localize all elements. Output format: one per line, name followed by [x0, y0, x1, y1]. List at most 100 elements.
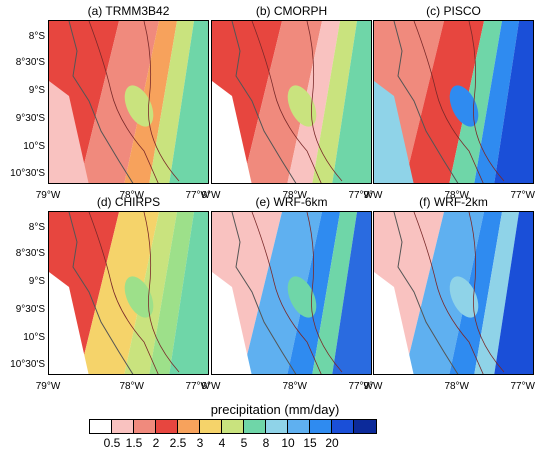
y-tick-label: 10°S	[23, 141, 45, 152]
coastline	[231, 212, 297, 374]
precip-band	[449, 21, 502, 183]
x-tick-label: 9°W	[363, 190, 383, 201]
valley-feature	[124, 276, 154, 318]
precip-band	[169, 212, 208, 374]
map-panel: (d) CHIRPS 8°S 8°30'S 9°S 9°30'S 10°S 10°30'S 7…	[10, 195, 210, 392]
map-frame	[373, 20, 534, 184]
colorbar	[89, 419, 377, 434]
panel-title: (f) WRF-2km	[419, 195, 488, 209]
precip-band	[149, 21, 194, 183]
map-panel: (b) CMORPH 9°W 78°W 77°W	[202, 4, 374, 201]
colorbar-label: 15	[303, 436, 317, 450]
precip-band	[449, 212, 502, 374]
coastal-zone	[49, 272, 89, 374]
valley-feature	[449, 85, 479, 127]
coastline	[231, 21, 297, 183]
x-tick-label: 79°W	[35, 381, 61, 392]
map-panel: (c) PISCO 9°W 78°W 77°W	[364, 4, 536, 201]
colorbar-label: 2	[152, 436, 160, 450]
colorbar-swatch	[90, 420, 112, 433]
colorbar-title: precipitation (mm/day)	[210, 402, 340, 417]
precip-band	[287, 21, 340, 183]
colorbar-label: 2.5	[169, 436, 187, 450]
coastline	[68, 21, 134, 183]
coastline	[393, 21, 459, 183]
precip-band	[474, 21, 519, 183]
coastal-zone	[374, 81, 414, 183]
x-tick-label: 77°W	[510, 190, 535, 201]
precip-band	[124, 212, 177, 374]
x-tick-label: 9°W	[201, 190, 221, 201]
basin-boundaries	[88, 21, 180, 183]
precipitation-map	[49, 21, 208, 183]
colorbar-swatch	[310, 420, 332, 433]
map-panel: (a) TRMM3B42 8°S 8°30'S 9°S 9°30'S 10°S 10°30'…	[10, 4, 210, 201]
map-panel: (e) WRF-6km 9°W 78°W 77°W	[202, 195, 374, 392]
x-tick-label: 77°W	[185, 190, 210, 201]
precip-band	[474, 212, 519, 374]
colorbar-label: 5	[240, 436, 248, 450]
x-tick-label: 9°W	[201, 381, 221, 392]
coastal-zone	[49, 81, 89, 183]
x-tick-label: 78°W	[444, 190, 469, 201]
precip-band	[494, 21, 533, 183]
colorbar-swatch	[288, 420, 310, 433]
valley-feature	[287, 276, 317, 318]
precip-band	[332, 21, 371, 183]
precip-band	[404, 21, 484, 183]
colorbar-swatch	[244, 420, 266, 433]
x-tick-label: 78°W	[119, 381, 144, 392]
colorbar-swatch	[156, 420, 178, 433]
colorbar-label: 20	[325, 436, 339, 450]
colorbar-swatch	[354, 420, 376, 433]
colorbar-swatch	[112, 420, 134, 433]
precipitation-map	[212, 212, 371, 374]
basin-boundaries	[251, 212, 343, 374]
x-tick-label: 78°W	[282, 381, 307, 392]
colorbar-swatch	[200, 420, 222, 433]
map-frame	[373, 211, 534, 375]
x-tick-label: 77°W	[510, 381, 535, 392]
coastal-zone	[212, 81, 252, 183]
colorbar-label: 8	[262, 436, 270, 450]
y-tick-label: 10°30'S	[10, 168, 45, 179]
x-tick-label: 79°W	[35, 190, 61, 201]
precipitation-map	[49, 212, 208, 374]
x-tick-label: 77°W	[348, 190, 373, 201]
x-tick-label: 78°W	[444, 381, 469, 392]
x-tick-label: 78°W	[282, 190, 307, 201]
map-panel: (f) WRF-2km 9°W 78°W 77°W	[364, 195, 536, 392]
y-tick-label: 9°30'S	[15, 113, 45, 124]
colorbar-label: 4	[218, 436, 226, 450]
coastline	[393, 212, 459, 374]
y-tick-label: 9°S	[28, 85, 45, 96]
colorbar-swatch	[178, 420, 200, 433]
precip-band	[312, 21, 357, 183]
basin-boundaries	[413, 212, 505, 374]
panel-title: (b) CMORPH	[255, 4, 328, 18]
colorbar-swatch	[222, 420, 244, 433]
x-tick-label: 77°W	[348, 381, 373, 392]
panel-title: (a) TRMM3B42	[87, 4, 170, 18]
coastline	[68, 212, 134, 374]
y-tick-label: 8°30'S	[15, 57, 45, 68]
precip-band	[312, 212, 357, 374]
x-tick-label: 78°W	[119, 190, 144, 201]
colorbar-swatch	[332, 420, 354, 433]
y-tick-label: 10°30'S	[10, 359, 45, 370]
precip-band	[124, 21, 177, 183]
coastal-zone	[374, 272, 414, 374]
coastal-zone	[212, 272, 252, 374]
colorbar-label: 3	[196, 436, 204, 450]
y-tick-label: 8°S	[28, 31, 45, 42]
colorbar-label: 1.5	[125, 436, 143, 450]
valley-feature	[124, 85, 154, 127]
colorbar-swatch	[134, 420, 156, 433]
y-tick-label: 9°30'S	[15, 304, 45, 315]
x-tick-label: 77°W	[185, 381, 210, 392]
precip-band	[79, 212, 159, 374]
basin-boundaries	[88, 212, 180, 374]
x-tick-label: 9°W	[363, 381, 383, 392]
precip-band	[404, 212, 484, 374]
map-frame	[211, 20, 372, 184]
